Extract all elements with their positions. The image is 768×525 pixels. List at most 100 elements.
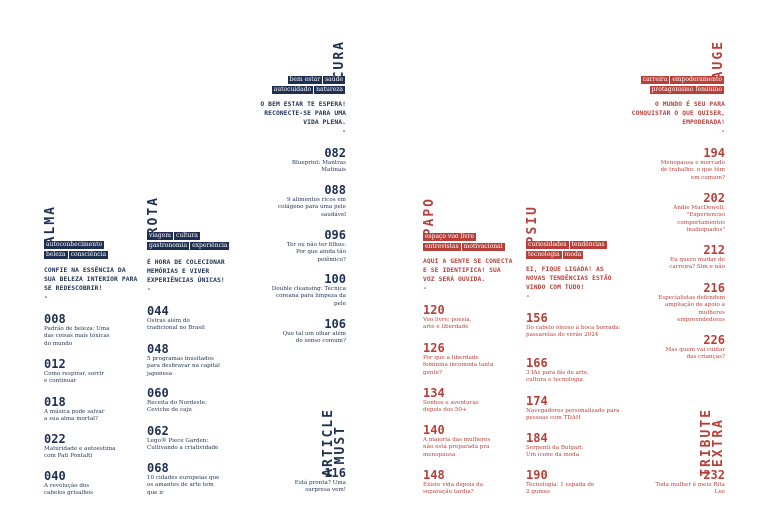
toc-entry[interactable]: 008 Padrão de beleza: Uma das coisas mai…	[44, 313, 114, 348]
article-title: Ter ou não ter filhos: Por que ainda tão…	[286, 242, 346, 263]
article-title: Ostras além do tradicional no Brasil	[147, 318, 205, 332]
toc-entry[interactable]: 166 3 IAs para fãs de arte, cultura e te…	[526, 357, 611, 385]
article-title: Lego® Piece Garden: Cultivando a criativ…	[147, 438, 219, 452]
tag[interactable]: experiência	[190, 242, 230, 250]
page-number: 212	[703, 243, 725, 257]
toc-entry[interactable]: 106 Que tal um olhar além do senso comum…	[276, 318, 346, 346]
divider-dash: -	[423, 285, 427, 292]
toc-entry[interactable]: 190 Tecnologia: 1 espada de 2 gumes	[526, 469, 596, 497]
article-title: Voo livre: poesia, arte e liberdade	[423, 317, 472, 331]
tag[interactable]: espaço voo livre	[423, 233, 477, 241]
toc-entry[interactable]: 156 Do cabelo oleoso à boca borrada: pas…	[526, 312, 621, 340]
toc-entry[interactable]: 040 A revolução dos cabelos grisalhos	[44, 470, 104, 498]
tag[interactable]: saúde	[323, 76, 345, 84]
toc-entry[interactable]: 012 Como respirar, sorrir e continuar	[44, 358, 104, 386]
article-title: Está pronta? Uma surpresa vem!	[294, 480, 346, 494]
page-number: 068	[147, 461, 169, 475]
toc-entry[interactable]: 126 Por que a liberdade feminina incomod…	[423, 342, 498, 377]
toc-entry[interactable]: 184 Serpenti da Bulgari: Um ícone da mod…	[526, 432, 591, 460]
toc-entry[interactable]: 202 Andie MacDowell: "Experienciei compo…	[655, 192, 725, 234]
page-number: 008	[44, 312, 66, 326]
page-number: 216	[703, 281, 725, 295]
toc-entry[interactable]: 134 Sonhos e aventuras depois dos 50+	[423, 387, 488, 415]
section-intro-rota: É HORA DE COLECIONAR MEMÓRIAS E VIVER EX…	[147, 258, 232, 294]
toc-entry[interactable]: 082 Blueprint: Mantras Matinais	[276, 147, 346, 175]
divider-dash: -	[721, 128, 725, 135]
toc-entry[interactable]: 068 10 cidades europeias que os amantes …	[147, 462, 222, 497]
section-tags-papo: espaço voo livre entrevistas motivacional	[423, 233, 523, 253]
tag[interactable]: tecnologia	[526, 251, 562, 259]
toc-entry[interactable]: 226 Mas quem vai cuidar das crianças?	[660, 334, 725, 362]
tag[interactable]: cultura	[173, 232, 200, 240]
section-tags-cura: bem estar saúde autocuidado natureza	[250, 76, 346, 96]
tag[interactable]: viagem	[147, 232, 173, 240]
toc-entry[interactable]: 148 Existe vida depois da separação tard…	[423, 469, 498, 497]
section-title-auge: AUGE	[711, 40, 726, 80]
tag[interactable]: entrevistas	[423, 243, 461, 251]
toc-entry[interactable]: 060 Receita do Nordeste: Ceviche de caju	[147, 387, 217, 415]
page-number: 060	[147, 386, 169, 400]
tag[interactable]: beleza	[44, 251, 68, 259]
toc-entry[interactable]: 194 Menopausa e mercado de trabalho: o q…	[655, 147, 725, 182]
toc-entry[interactable]: 048 5 programas inusitados para desbrava…	[147, 343, 227, 378]
tag[interactable]: autocuidado	[271, 86, 314, 94]
page-number: 044	[147, 304, 169, 318]
article-title: Blueprint: Mantras Matinais	[291, 160, 346, 174]
article-title: Mas quem vai cuidar das crianças?	[665, 347, 725, 361]
article-title: Serpenti da Bulgari: Um ícone da moda	[526, 445, 584, 459]
toc-entry[interactable]: 018 A música pode salvar a sua alma mort…	[44, 396, 109, 424]
page-number: 166	[526, 356, 548, 370]
toc-entry[interactable]: 022 Maturidade e autoestima com Pati Pon…	[44, 433, 124, 461]
section-title-psiu: PSIU	[525, 205, 540, 245]
toc-entry[interactable]: 120 Voo livre: poesia, arte e liberdade	[423, 304, 483, 332]
tag[interactable]: protagonismo feminino	[649, 86, 724, 94]
tag[interactable]: moda	[562, 251, 584, 259]
article-title: Eu quero mudar de carreira? Sim e não	[669, 257, 725, 271]
toc-entry[interactable]: 212 Eu quero mudar de carreira? Sim e nã…	[660, 244, 725, 272]
toc-entry[interactable]: 116 Está pronta? Uma surpresa vem!	[276, 467, 346, 495]
tag[interactable]: tendências	[569, 241, 607, 249]
tag[interactable]: consciência	[68, 251, 109, 259]
toc-entry[interactable]: 100 Double cleansing: Técnica coreana pa…	[271, 273, 346, 308]
article-title: 9 alimentos ricos em colágeno para uma p…	[278, 197, 346, 218]
section-intro-psiu: EI, FIQUE LIGADA! AS NOVAS TENDÊNCIAS ES…	[526, 265, 614, 301]
tag[interactable]: empoderamento	[670, 76, 724, 84]
article-title: 5 programas inusitados para desbravar na…	[147, 356, 220, 377]
article-title: A maioria das mulheres não está preparad…	[423, 437, 491, 458]
page-number: 100	[324, 272, 346, 286]
article-title: Toda mulher é meio Rita Lee	[655, 482, 725, 496]
toc-entry[interactable]: 088 9 alimentos ricos em colágeno para u…	[271, 184, 346, 219]
section-tags-psiu: curiosidades tendências tecnologia moda	[526, 241, 626, 261]
article-title: 3 IAs para fãs de arte, cultura e tecnol…	[526, 370, 590, 384]
tag[interactable]: carreira	[640, 76, 670, 84]
article-title: Que tal um olhar além do senso comum?	[282, 331, 346, 345]
toc-entry[interactable]: 044 Ostras além do tradicional no Brasil	[147, 305, 217, 333]
page-number: 148	[423, 468, 445, 482]
section-intro-papo: AQUI A GENTE SE CONECTA E SE IDENTIFICA!…	[423, 257, 515, 293]
tag[interactable]: motivacional	[461, 243, 505, 251]
article-title: A música pode salvar a sua alma mortal?	[44, 409, 105, 423]
tag[interactable]: gastronomia	[147, 242, 190, 250]
toc-entry[interactable]: 140 A maioria das mulheres não está prep…	[423, 424, 498, 459]
section-tags-auge: carreira empoderamento protagonismo femin…	[625, 76, 725, 96]
tag[interactable]: autoconhecimento	[44, 241, 105, 249]
tag[interactable]: natureza	[314, 86, 345, 94]
toc-entry[interactable]: 216 Especialistas defendem ampliação de …	[650, 282, 725, 324]
page-number: 018	[44, 395, 66, 409]
page-number: 116	[324, 466, 346, 480]
section-tags-alma: autoconhecimento beleza consciência	[44, 241, 144, 261]
toc-entry[interactable]: 174 Navegadores personalizado para pesso…	[526, 395, 621, 423]
page-number: 184	[526, 431, 548, 445]
article-title: Por que a liberdade feminina incomoda ta…	[423, 355, 494, 376]
section-title-papo: PAPO	[422, 197, 437, 237]
divider-dash: -	[526, 293, 530, 300]
toc-entry[interactable]: 232 Toda mulher é meio Rita Lee	[655, 469, 725, 497]
article-title: Tecnologia: 1 espada de 2 gumes	[526, 482, 595, 496]
page-number: 174	[526, 394, 548, 408]
divider-dash: -	[147, 286, 151, 293]
tag[interactable]: curiosidades	[526, 241, 569, 249]
toc-entry[interactable]: 062 Lego® Piece Garden: Cultivando a cri…	[147, 425, 227, 453]
article-title: 10 cidades europeias que os amantes de a…	[147, 475, 220, 496]
tag[interactable]: bem estar	[287, 76, 323, 84]
toc-entry[interactable]: 096 Ter ou não ter filhos: Por que ainda…	[276, 229, 346, 264]
